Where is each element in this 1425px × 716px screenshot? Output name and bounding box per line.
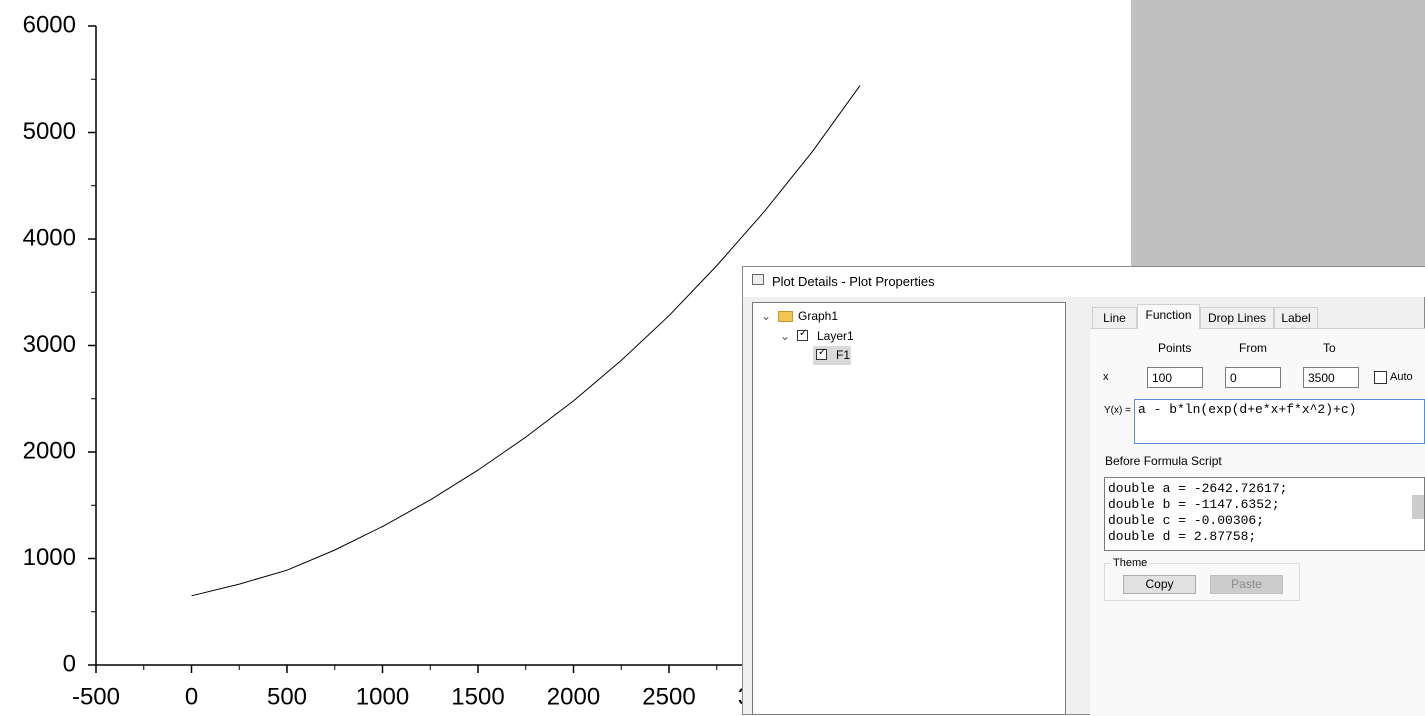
checkbox[interactable]: ✓ bbox=[816, 347, 827, 360]
y-tick-label: 0 bbox=[63, 650, 76, 677]
checkbox[interactable]: ✓ bbox=[797, 328, 808, 341]
copy-button[interactable]: Copy bbox=[1123, 575, 1196, 594]
x-tick-label: 500 bbox=[267, 683, 307, 710]
auto-checkbox[interactable] bbox=[1374, 371, 1387, 384]
script-line: double a = -2642.72617; bbox=[1108, 481, 1288, 496]
y-tick-label: 3000 bbox=[23, 331, 76, 358]
tree-item[interactable]: Layer1 bbox=[817, 329, 854, 343]
column-label: From bbox=[1239, 341, 1267, 355]
tab[interactable]: Line bbox=[1092, 307, 1137, 329]
script-line: double d = 2.87758; bbox=[1108, 529, 1257, 544]
auto-label: Auto bbox=[1390, 371, 1413, 383]
x-tick-label: 1500 bbox=[451, 683, 504, 710]
script-line: double b = -1147.6352; bbox=[1108, 497, 1280, 512]
tab-active[interactable]: Function bbox=[1137, 304, 1200, 329]
script-label: Before Formula Script bbox=[1105, 454, 1222, 468]
script-box[interactable]: double a = -2642.72617; double b = -1147… bbox=[1104, 477, 1425, 551]
to-input[interactable]: 3500 bbox=[1303, 367, 1359, 388]
from-input[interactable]: 0 bbox=[1225, 367, 1281, 388]
y-tick-label: 4000 bbox=[23, 224, 76, 251]
row-label: x bbox=[1103, 371, 1109, 383]
tree-panel bbox=[752, 302, 1066, 715]
column-label: Points bbox=[1158, 341, 1192, 355]
expander[interactable]: ⌄ bbox=[761, 309, 772, 323]
x-tick-label: 2000 bbox=[547, 683, 600, 710]
x-tick-label: 2500 bbox=[642, 683, 695, 710]
scrollbar-thumb[interactable] bbox=[1412, 495, 1424, 519]
y-tick-label: 5000 bbox=[23, 118, 76, 145]
y-tick-label: 6000 bbox=[23, 11, 76, 38]
x-tick-label: 0 bbox=[185, 683, 198, 710]
formula-label: Y(x) = bbox=[1104, 405, 1131, 416]
title-bar bbox=[743, 267, 1425, 297]
tree-item[interactable]: F1 bbox=[836, 348, 851, 362]
script-line: double c = -0.00306; bbox=[1108, 513, 1265, 528]
formula-input[interactable]: a - b*ln(exp(d+e*x+f*x^2)+c) bbox=[1134, 399, 1425, 444]
x-tick-label: 1000 bbox=[356, 683, 409, 710]
tree-item[interactable]: Graph1 bbox=[798, 309, 839, 323]
points-input[interactable]: 100 bbox=[1147, 367, 1203, 388]
dialog-icon bbox=[752, 274, 764, 285]
paste-button[interactable]: Paste bbox=[1210, 575, 1283, 594]
dialog-title: Plot Details - Plot Properties bbox=[772, 274, 935, 289]
column-label: To bbox=[1323, 341, 1336, 355]
y-tick-label: 2000 bbox=[23, 437, 76, 464]
background-panel bbox=[1131, 0, 1425, 266]
x-tick-label: -500 bbox=[72, 683, 120, 710]
theme-group bbox=[1104, 563, 1300, 601]
function-curve bbox=[191, 85, 861, 597]
tab[interactable]: Drop Lines bbox=[1200, 307, 1274, 329]
folder-icon bbox=[778, 311, 793, 322]
group-label: Theme bbox=[1111, 557, 1150, 569]
expander[interactable]: ⌄ bbox=[780, 329, 791, 343]
y-tick-label: 1000 bbox=[23, 544, 76, 571]
tab[interactable]: Label bbox=[1274, 307, 1318, 329]
